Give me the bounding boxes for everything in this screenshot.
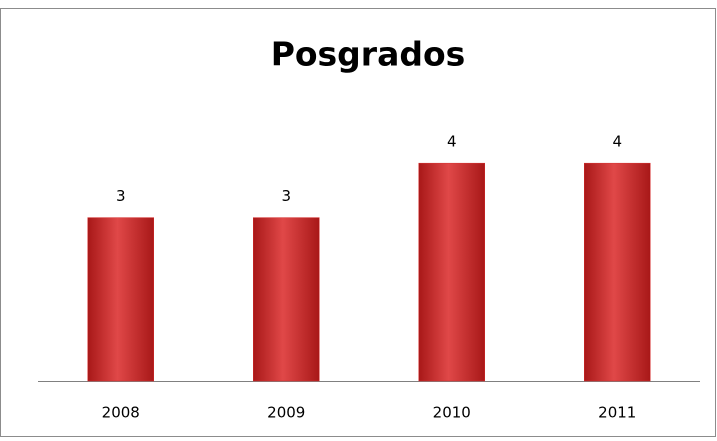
data-label: 4 [612, 133, 622, 151]
data-label: 4 [447, 133, 457, 151]
bar [87, 217, 154, 382]
chart-title: Posgrados [271, 35, 466, 74]
bar [418, 162, 485, 382]
x-tick-label: 2009 [267, 404, 305, 422]
bar [253, 217, 320, 382]
x-tick-label: 2008 [102, 404, 140, 422]
x-tick-label: 2011 [598, 404, 636, 422]
x-tick-label: 2010 [433, 404, 471, 422]
data-label: 3 [116, 187, 126, 205]
data-label: 3 [281, 187, 291, 205]
bar [584, 162, 651, 382]
